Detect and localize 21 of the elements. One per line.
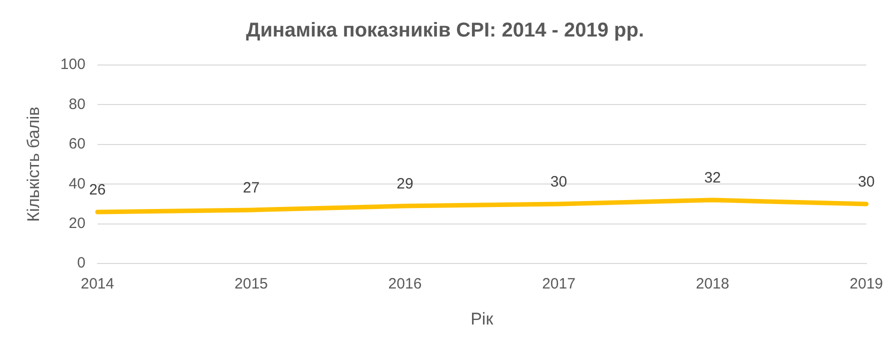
y-tick-label: 80: [68, 96, 86, 113]
data-label: 30: [858, 174, 875, 191]
x-tick-label: 2015: [234, 276, 268, 293]
y-tick-label: 100: [60, 56, 86, 74]
y-tick-label: 20: [68, 215, 86, 232]
data-label: 27: [242, 180, 260, 197]
data-label: 29: [396, 176, 414, 193]
x-tick-label: 2018: [696, 276, 730, 293]
data-label: 26: [89, 182, 106, 199]
y-tick-label: 0: [77, 254, 86, 272]
x-tick-label: 2016: [388, 276, 422, 293]
chart-title: Динаміка показників CPI: 2014 - 2019 рр.: [246, 20, 644, 42]
y-axis-title: Кількість балів: [24, 106, 43, 222]
x-tick-label: 2014: [80, 276, 114, 293]
data-label: 32: [704, 170, 721, 187]
data-label: 30: [550, 174, 568, 191]
x-tick-label: 2019: [850, 276, 884, 293]
y-tick-label: 60: [68, 136, 86, 153]
x-tick-label: 2017: [542, 276, 576, 293]
y-tick-label: 40: [68, 175, 86, 192]
x-axis-title: Рік: [470, 309, 494, 328]
